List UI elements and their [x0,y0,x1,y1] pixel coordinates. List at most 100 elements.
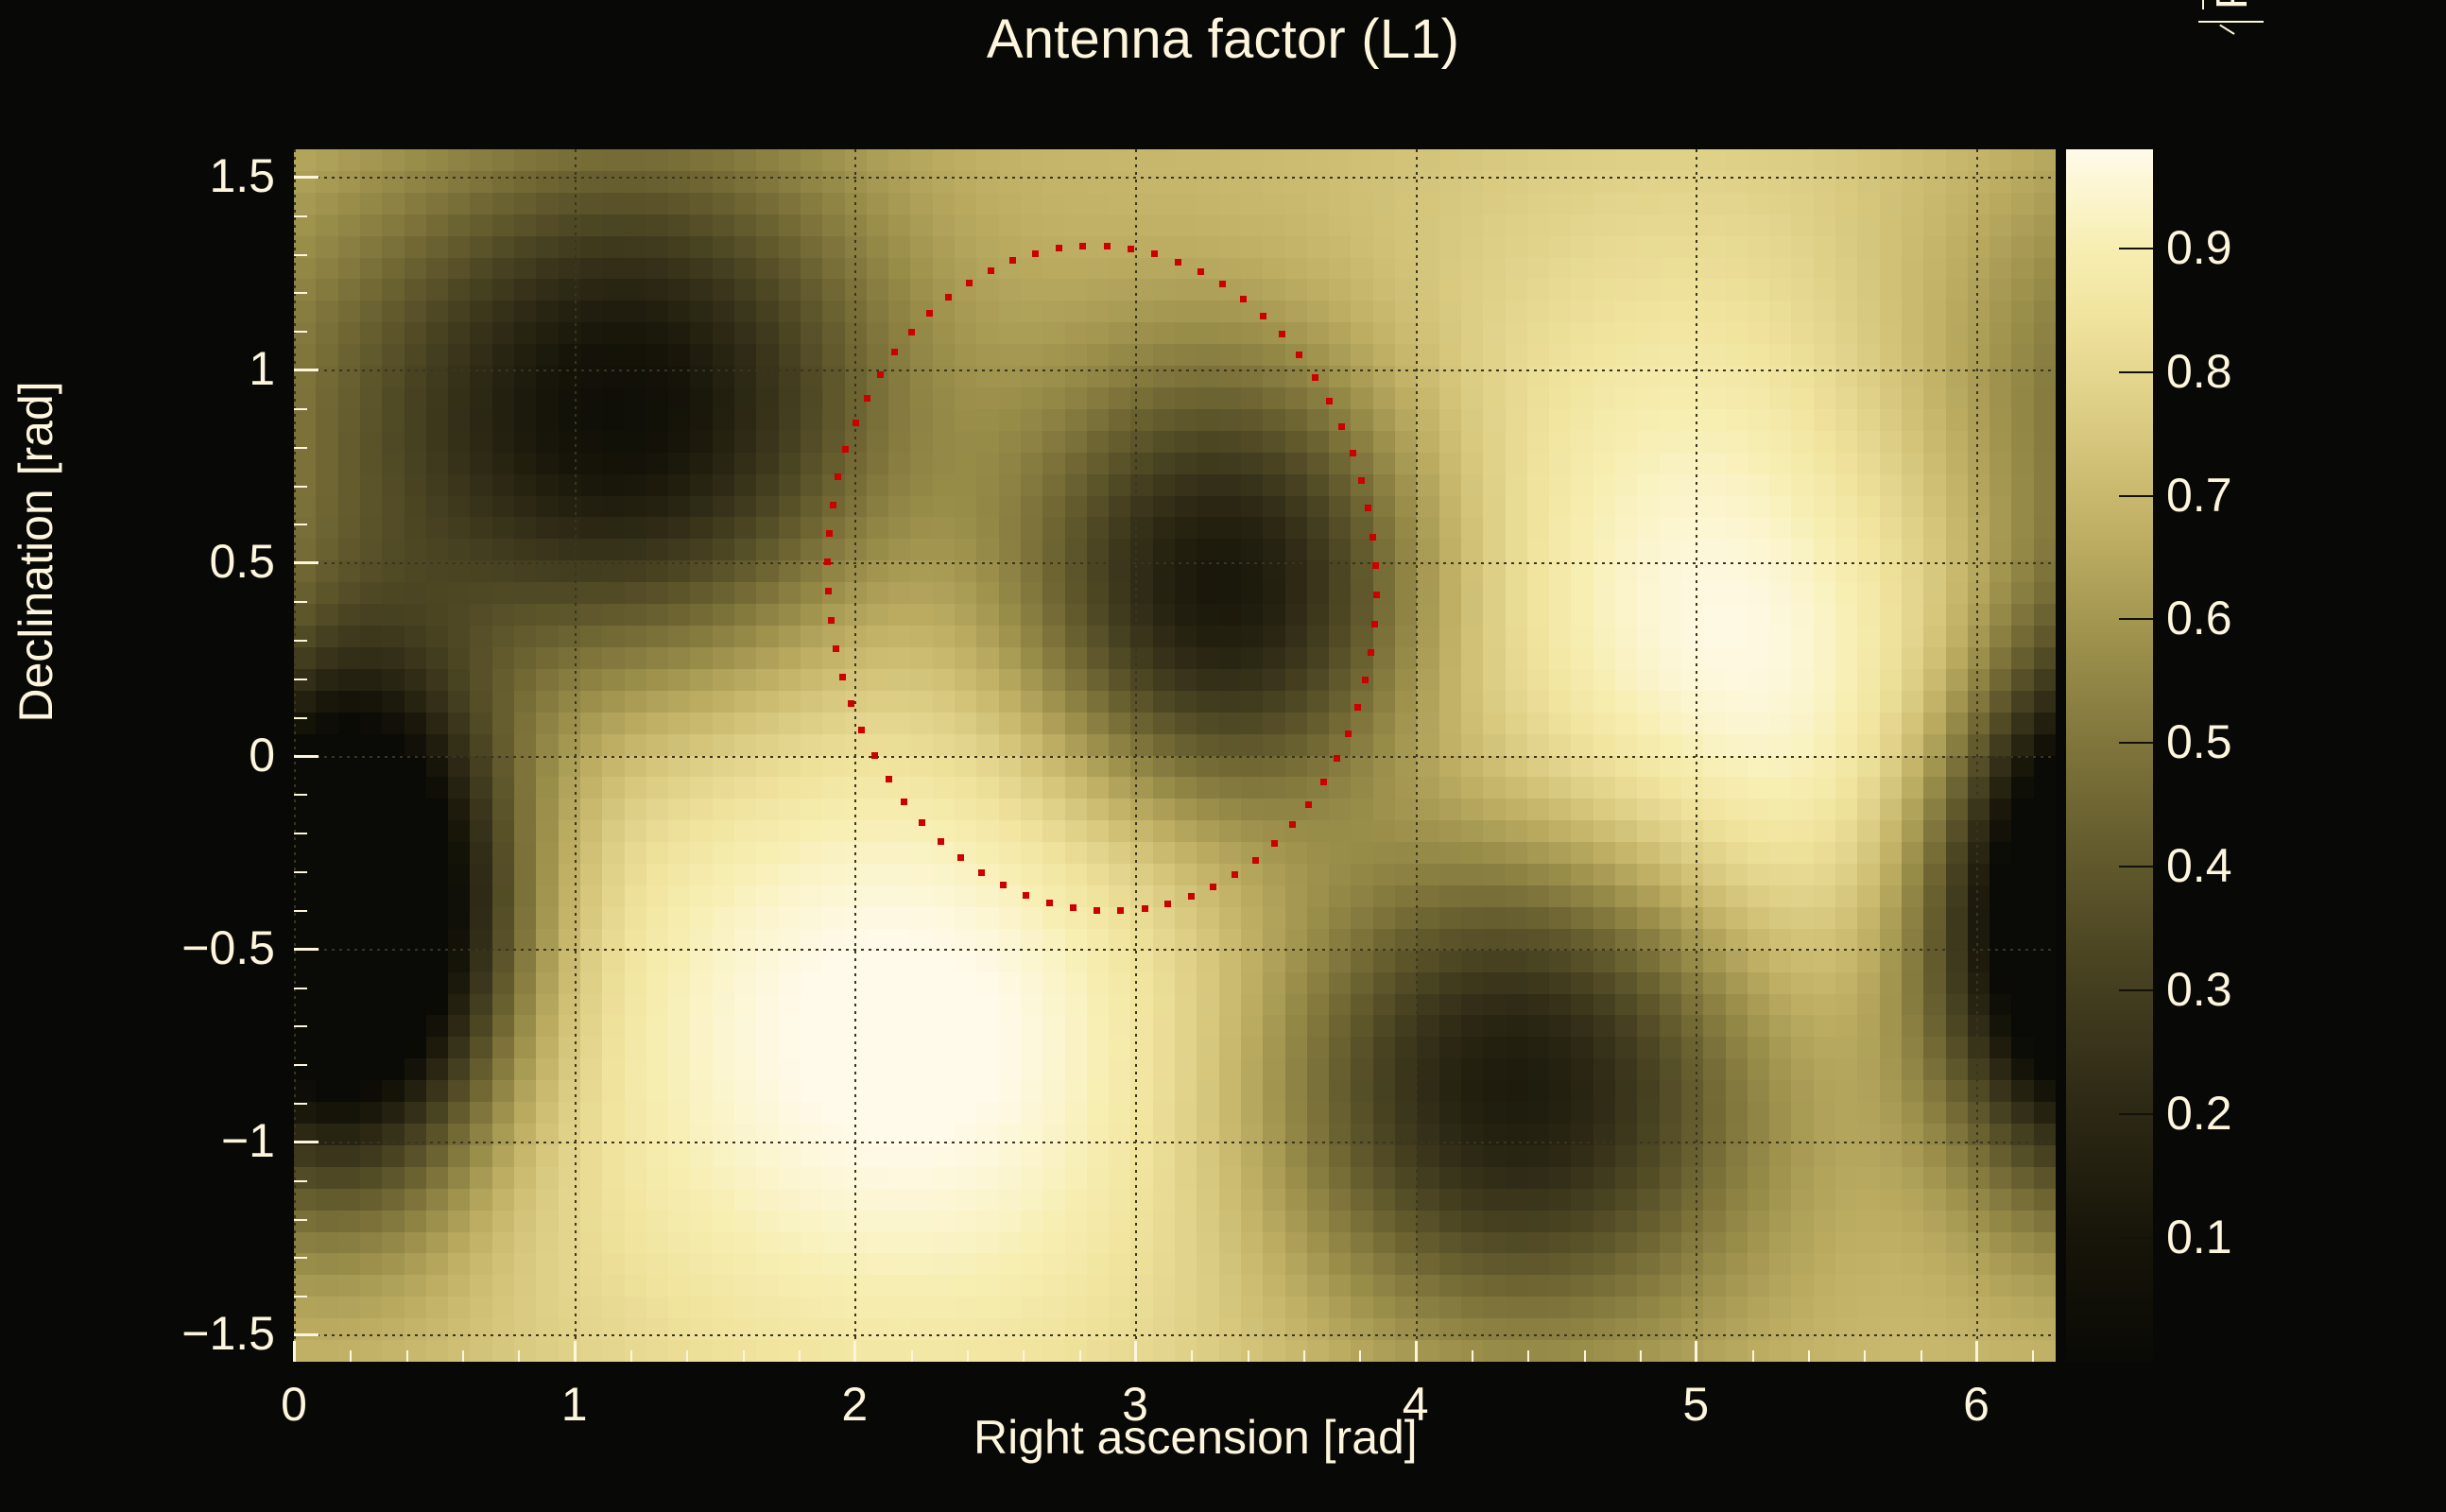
y-axis-minor-tick [294,407,307,410]
y-axis-minor-tick [294,909,307,912]
x-axis-tick-label: 1 [560,1378,588,1431]
x-axis-minor-tick [1639,1350,1642,1362]
y-axis-minor-tick [294,446,307,449]
x-axis-minor-tick [1527,1350,1530,1362]
y-axis-minor-tick [294,176,307,179]
x-axis-minor-tick [1023,1350,1025,1362]
y-axis-tick-label: −1 [220,1113,275,1167]
color-bar-tick [2119,1237,2153,1240]
x-axis-minor-tick [1247,1350,1249,1362]
color-bar-tick [2119,370,2153,373]
y-axis-minor-tick [294,794,307,797]
y-axis-minor-tick [294,871,307,874]
color-bar [2066,149,2153,1362]
y-axis-minor-tick [294,1103,307,1106]
x-axis-minor-tick [2032,1350,2035,1362]
y-axis-minor-tick [294,524,307,526]
color-bar-tick-label: 0.8 [2166,344,2232,398]
color-bar-tick-label: 0.1 [2166,1211,2232,1264]
y-axis-minor-tick [294,292,307,295]
color-bar-tick [2119,742,2153,745]
x-axis-tick-label: 6 [1963,1378,1990,1431]
color-bar-tick-label: 0.5 [2166,715,2232,769]
y-axis-tick [294,947,319,951]
y-axis-tick [294,561,319,565]
color-bar-tick [2119,247,2153,249]
y-axis-minor-tick [294,1296,307,1298]
x-axis-tick [1974,1341,1978,1362]
y-axis-tick [294,369,319,372]
color-bar-tick [2119,866,2153,868]
x-axis-minor-tick [518,1350,521,1362]
heatmap-image [294,149,2056,1362]
y-axis-minor-tick [294,1334,307,1337]
y-axis-minor-tick [294,639,307,642]
color-bar-tick [2119,1113,2153,1116]
chart-title: Antenna factor (L1) [986,9,1460,70]
y-axis-minor-tick [294,833,307,835]
x-axis-minor-tick [350,1350,353,1362]
color-bar-tick [2119,989,2153,992]
x-axis-tick [1695,1341,1698,1362]
x-axis-tick [573,1341,577,1362]
y-axis-minor-tick [294,716,307,719]
color-bar-tick-label: 0.2 [2166,1087,2232,1141]
y-axis-minor-tick [294,1179,307,1182]
y-axis-minor-tick [294,987,307,989]
x-axis-minor-tick [686,1350,689,1362]
x-axis-minor-tick [461,1350,464,1362]
y-axis-minor-tick [294,331,307,334]
x-axis-tick-label: 3 [1122,1378,1148,1431]
y-axis-tick-label: 0.5 [209,535,275,589]
x-axis-tick-label: 2 [841,1378,869,1431]
color-bar-tick [2119,618,2153,621]
x-axis-tick [293,1341,296,1362]
y-axis-minor-tick [294,601,307,604]
y-axis-title: Declination [rad] [9,381,62,723]
color-bar-tick-label: 0.6 [2166,592,2232,645]
color-bar-tick-label: 0.7 [2166,468,2232,522]
x-axis-tick [1414,1341,1418,1362]
x-axis-tick [1133,1341,1137,1362]
color-bar-tick [2119,494,2153,497]
x-axis-tick-label: 5 [1682,1378,1710,1431]
y-axis-tick-label: −0.5 [181,920,275,974]
x-axis-minor-tick [629,1350,632,1362]
y-axis-minor-tick [294,678,307,680]
color-bar-tick-label: 0.9 [2166,220,2232,274]
y-axis-minor-tick [294,215,307,217]
x-axis-minor-tick [1864,1350,1867,1362]
y-axis-tick [294,754,319,758]
y-axis-minor-tick [294,253,307,256]
x-axis-tick-label: 0 [281,1378,307,1431]
x-axis-minor-tick [405,1350,408,1362]
x-axis-minor-tick [1807,1350,1810,1362]
y-axis-tick-label: 0 [249,728,275,782]
x-axis-minor-tick [910,1350,913,1362]
z-axis-title-text: F+2 + Fx2 [2202,0,2265,9]
x-axis-minor-tick [1191,1350,1194,1362]
x-axis-minor-tick [1078,1350,1081,1362]
x-axis-minor-tick [966,1350,969,1362]
x-axis-minor-tick [1751,1350,1754,1362]
x-axis-minor-tick [1359,1350,1362,1362]
y-axis-minor-tick [294,1025,307,1028]
y-axis-tick [294,1140,319,1143]
x-axis-minor-tick [1583,1350,1586,1362]
x-axis-minor-tick [798,1350,801,1362]
y-axis-minor-tick [294,1218,307,1221]
x-axis-minor-tick [1302,1350,1305,1362]
x-axis-tick [853,1341,857,1362]
sqrt-icon: F+2 + Fx2 [2202,0,2265,38]
y-axis-tick-label: 1 [249,342,275,396]
y-axis-tick-label: −1.5 [181,1307,275,1361]
z-axis-title: F+2 + Fx2 [2202,0,2265,38]
x-axis-title: Right ascension [rad] [973,1411,1418,1464]
y-axis-tick-label: 1.5 [209,148,275,202]
x-axis-minor-tick [742,1350,745,1362]
x-axis-minor-tick [1471,1350,1473,1362]
y-axis-minor-tick [294,1064,307,1067]
x-axis-tick-label: 4 [1402,1378,1429,1431]
y-axis-minor-tick [294,485,307,488]
